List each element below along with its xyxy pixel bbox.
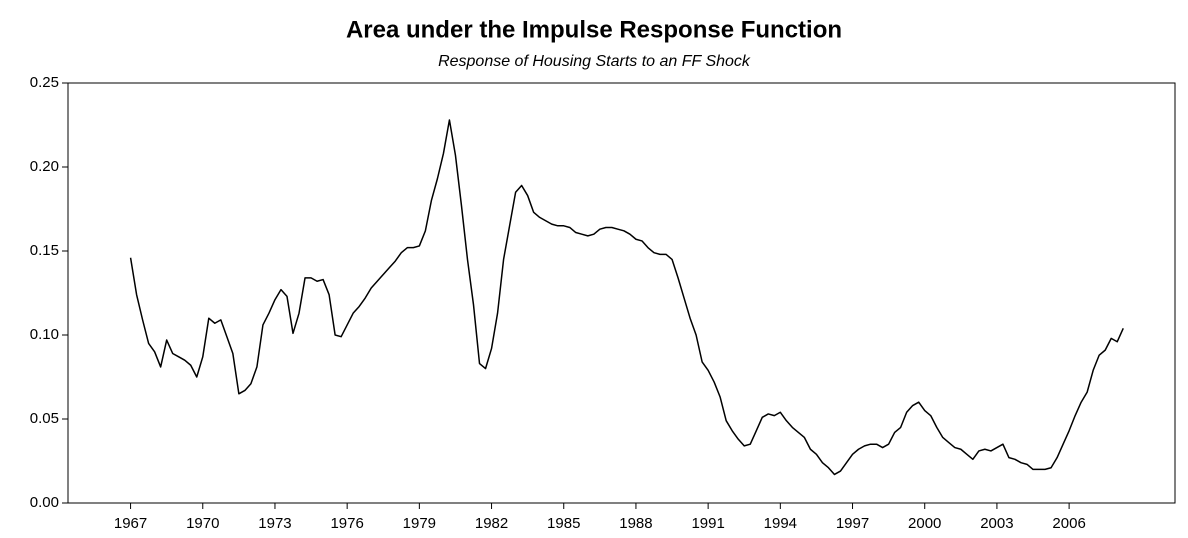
data-line (129, 119, 1124, 476)
x-tick-label: 1997 (836, 515, 869, 532)
x-tick-label: 1988 (619, 515, 652, 532)
x-tick-label: 1976 (330, 515, 363, 532)
chart-title: Area under the Impulse Response Function (346, 16, 842, 43)
y-tick-label: 0.00 (30, 494, 59, 511)
x-tick-label: 1979 (403, 515, 436, 532)
chart-subtitle: Response of Housing Starts to an FF Shoc… (438, 53, 751, 70)
x-tick-label: 2000 (908, 515, 941, 532)
x-tick-label: 1973 (258, 515, 291, 532)
plot-frame (67, 82, 1176, 504)
y-tick-label: 0.05 (30, 410, 59, 427)
y-tick-label: 0.20 (30, 158, 59, 175)
x-tick-label: 1994 (764, 515, 797, 532)
x-tick-label: 1970 (186, 515, 219, 532)
x-tick-label: 2003 (980, 515, 1013, 532)
y-tick-label: 0.15 (30, 242, 59, 259)
y-tick-label: 0.10 (30, 326, 59, 343)
x-tick-label: 1985 (547, 515, 580, 532)
x-tick-label: 1991 (691, 515, 724, 532)
x-tick-label: 2006 (1052, 515, 1085, 532)
x-tick-label: 1982 (475, 515, 508, 532)
x-tick-label: 1967 (114, 515, 147, 532)
y-tick-label: 0.25 (30, 74, 59, 91)
